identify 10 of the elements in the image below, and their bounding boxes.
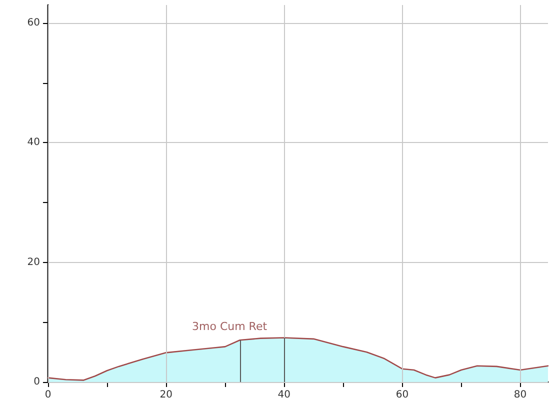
x-tick-label: 0 bbox=[44, 390, 52, 400]
x-tick-label: 40 bbox=[278, 390, 290, 400]
y-tick-label: 40 bbox=[27, 137, 40, 148]
y-tick-label: 60 bbox=[27, 17, 40, 28]
x-tick-label: 60 bbox=[396, 390, 409, 400]
x-tick-label: 80 bbox=[514, 390, 527, 400]
y-tick-label: 20 bbox=[27, 256, 40, 268]
annotation: 3mo Cum Ret bbox=[192, 320, 268, 333]
x-tick-label: 20 bbox=[160, 390, 172, 400]
y-tick-label: 0 bbox=[34, 376, 40, 388]
